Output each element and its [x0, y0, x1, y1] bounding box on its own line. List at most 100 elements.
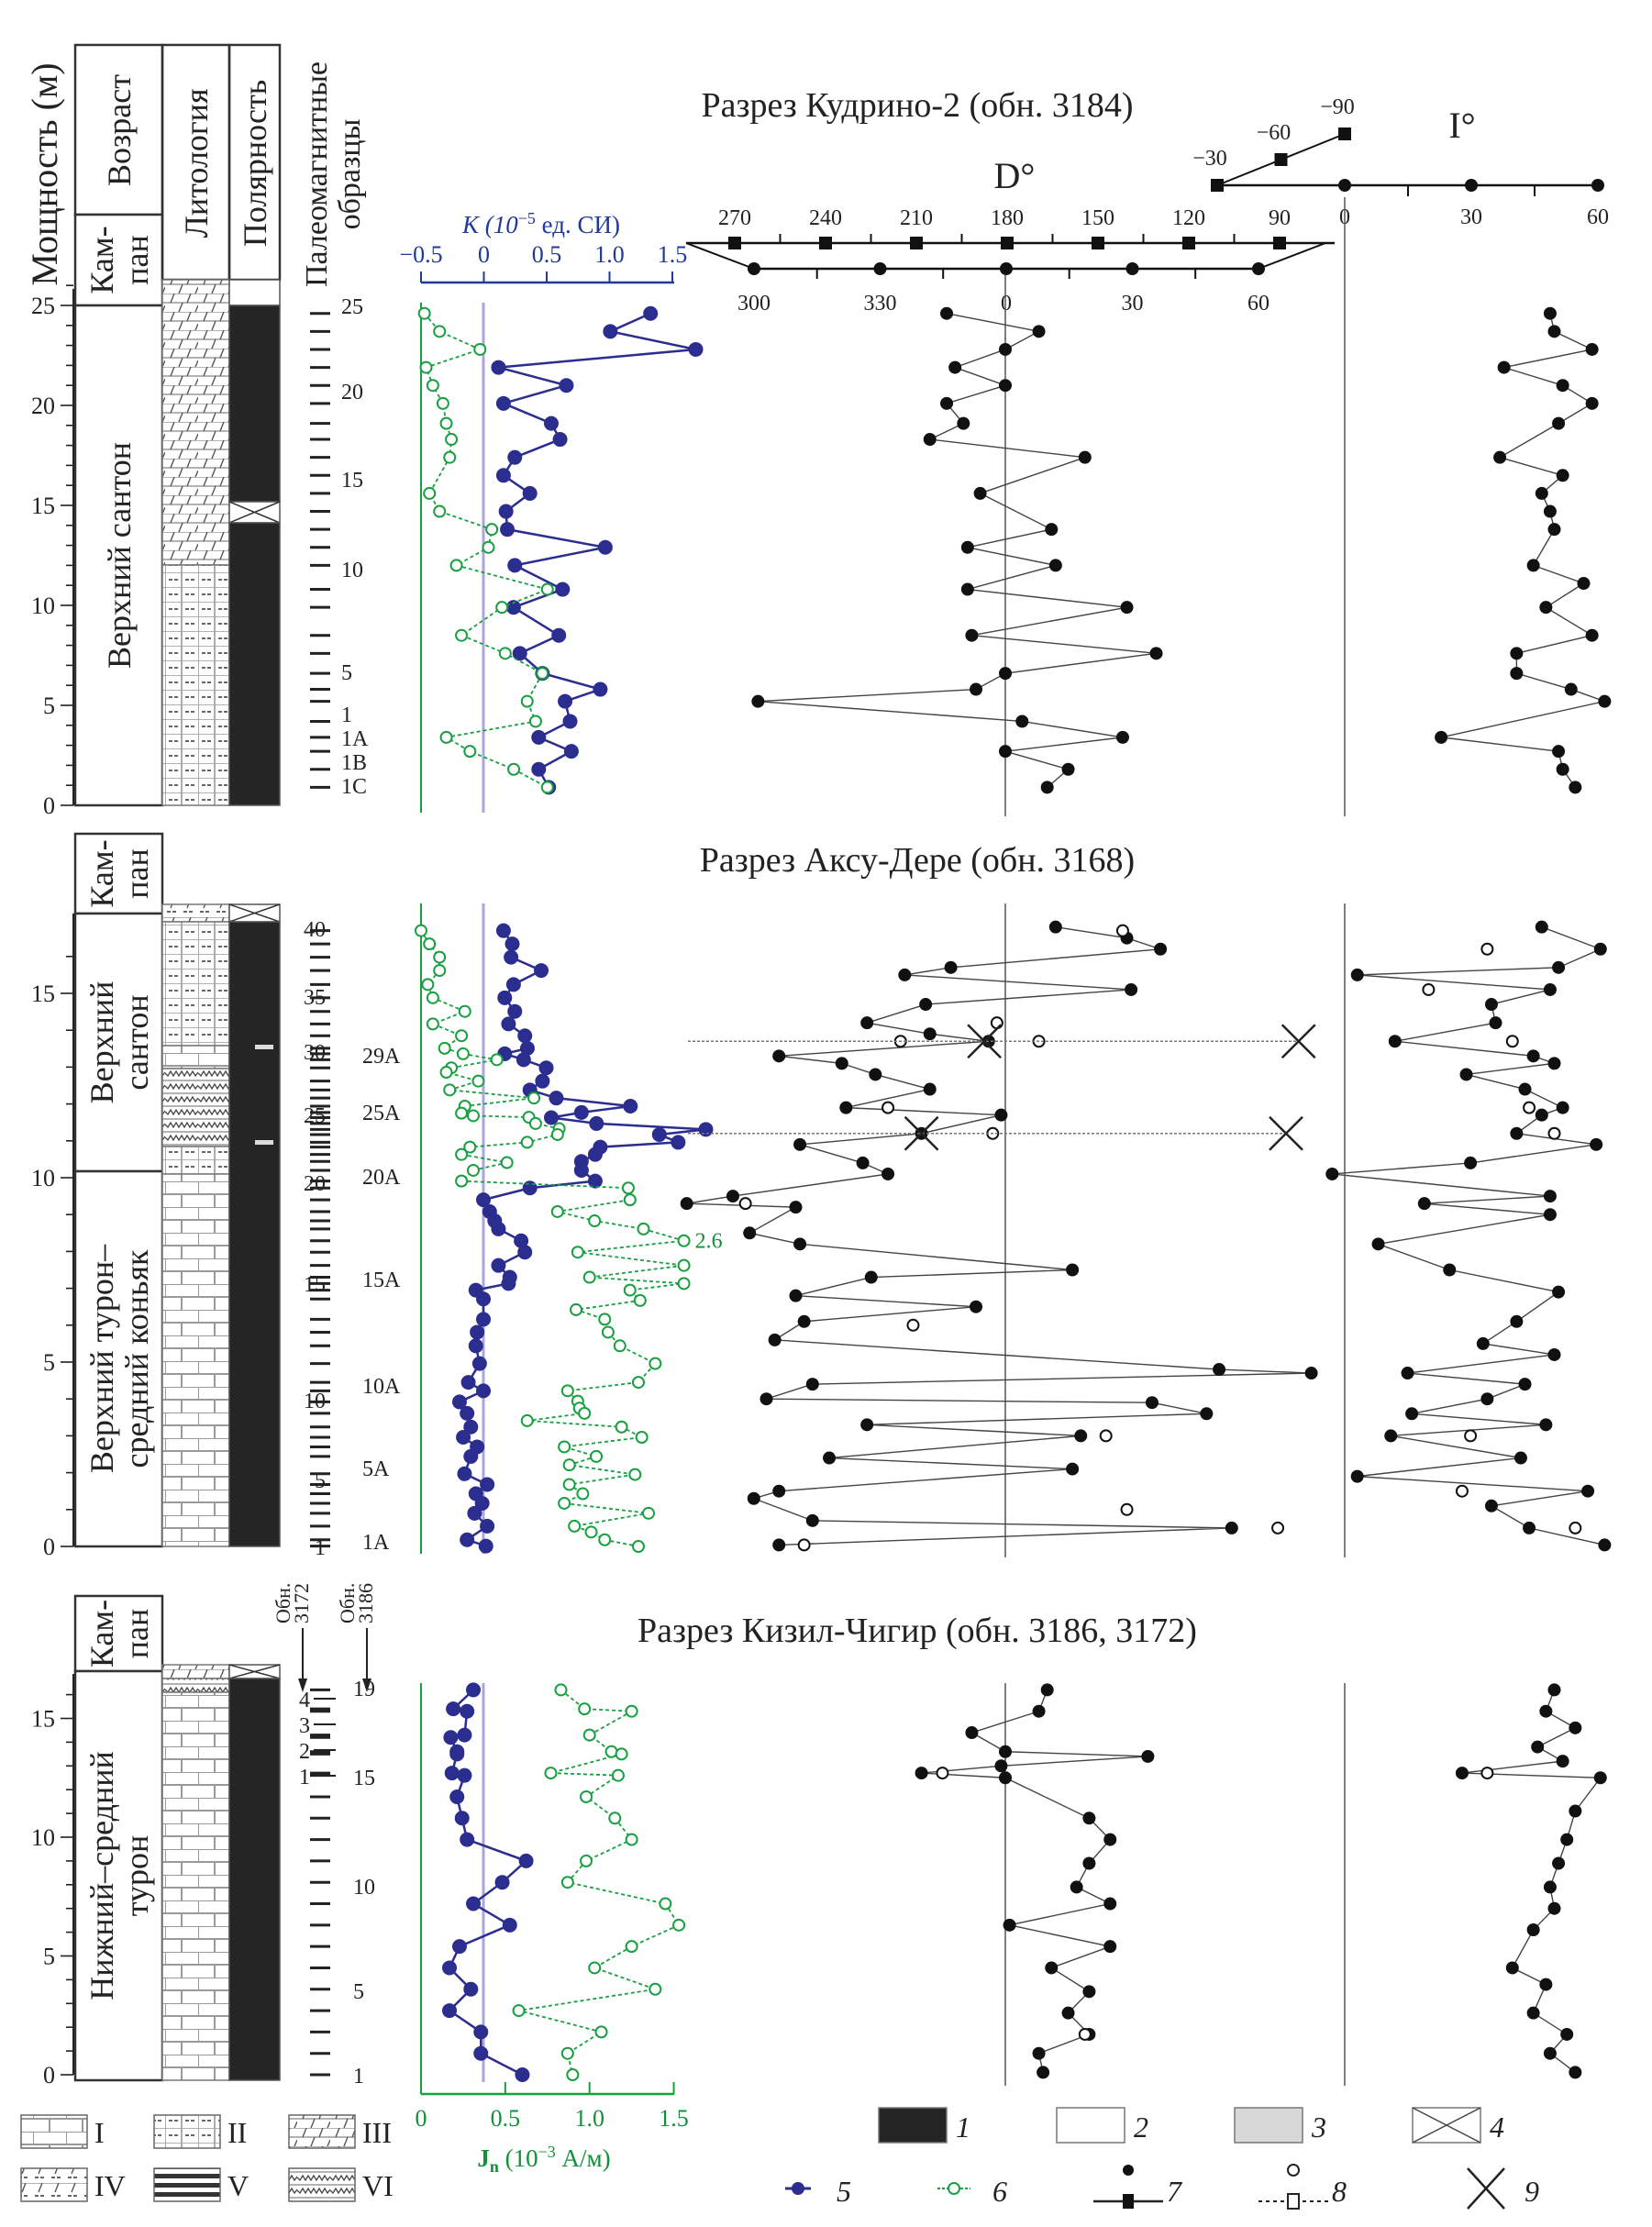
polarity-reversal-mark: [255, 1140, 273, 1145]
data-point-jn: [438, 1041, 451, 1055]
d-upper-tick-marker: [728, 237, 741, 249]
lithology-layer-II: [161, 921, 230, 1047]
data-point-i: [1417, 1197, 1431, 1211]
data-point-k: [444, 1766, 460, 1781]
i-neg-tick-label: −30: [1192, 147, 1227, 171]
data-point-i: [1510, 1314, 1524, 1328]
data-point-k: [603, 324, 618, 339]
data-point-k: [456, 1430, 471, 1446]
data-point-d: [1048, 559, 1062, 572]
data-point-i: [1523, 1521, 1536, 1535]
data-point-jn: [613, 1339, 626, 1353]
data-point-k: [463, 1419, 479, 1435]
i-tick-label: 60: [1587, 205, 1609, 229]
data-point-d: [1015, 715, 1029, 728]
data-point-d: [789, 1289, 803, 1302]
sample-label-3172: 1: [299, 1766, 310, 1789]
data-point-jn: [560, 1384, 574, 1398]
legend-polarity-swatch-1: [878, 2107, 948, 2144]
data-point-d: [898, 968, 912, 981]
age-box: [73, 1169, 164, 1548]
legend-lithology-swatch-VI: [288, 2167, 356, 2202]
data-point-k: [476, 1312, 491, 1327]
depth-tick-label: 10: [31, 593, 55, 619]
data-point-jn: [588, 1961, 602, 1975]
d-upper-tick-label: 180: [991, 206, 1024, 230]
data-point-d: [1078, 450, 1092, 464]
series-line-k: [458, 929, 706, 1547]
data-point-jn: [445, 433, 459, 447]
data-point-d: [1032, 325, 1046, 338]
data-point-k: [473, 2024, 489, 2040]
data-point-i: [1526, 2006, 1540, 2020]
data-point-d: [915, 1767, 928, 1780]
data-point-jn: [628, 1468, 642, 1481]
data-point-k: [476, 1291, 491, 1307]
data-point-k: [589, 1115, 604, 1131]
data-point-jn: [594, 2025, 608, 2039]
data-point-d: [970, 1300, 983, 1313]
data-point-k: [671, 1135, 686, 1150]
legend-i-marker: [1123, 2165, 1134, 2176]
data-point-k: [460, 1405, 475, 1421]
lithology-header: Литология: [178, 88, 215, 238]
data-point-jn: [443, 450, 457, 464]
data-point-k: [504, 949, 519, 965]
data-point-k: [476, 1192, 491, 1208]
no-data-cross: [228, 903, 281, 923]
data-point-jn: [584, 1525, 598, 1539]
data-point-jn: [540, 781, 554, 794]
data-point-jn: [677, 1258, 691, 1272]
data-point-i: [1552, 1285, 1566, 1299]
i-axis-title: I°: [1448, 105, 1475, 146]
data-point-d: [923, 1027, 937, 1041]
data-point-d: [1103, 1833, 1117, 1846]
data-point-iopen: [1547, 1126, 1561, 1140]
legend-polarity-swatch-2: [1056, 2107, 1125, 2144]
data-point-jn: [677, 1277, 691, 1291]
data-point-jn: [443, 1083, 457, 1097]
data-point-k: [491, 1221, 506, 1236]
data-point-d: [839, 1101, 853, 1114]
d-lower-tick-marker: [1252, 262, 1265, 275]
data-point-k: [463, 1448, 479, 1464]
data-point-jn: [598, 1313, 612, 1326]
data-point-d: [680, 1197, 693, 1211]
data-point-d: [1125, 982, 1138, 996]
data-point-d: [1082, 1812, 1096, 1825]
data-point-jn: [540, 582, 554, 596]
d-lower-tick-marker: [873, 262, 887, 275]
data-point-i: [1476, 1336, 1490, 1350]
data-point-k: [552, 432, 568, 448]
d-upper-tick-marker: [1092, 237, 1104, 249]
data-point-jn: [455, 1029, 469, 1043]
jn-tick-label: 0: [416, 2105, 427, 2132]
data-point-jn: [580, 1789, 593, 1803]
age-label: Верхний турон–: [83, 1244, 120, 1473]
excluded-sample-cross: [1281, 1024, 1316, 1059]
depth-tick-label: 10: [31, 1165, 55, 1191]
data-point-d: [768, 1333, 782, 1346]
data-point-k: [534, 963, 549, 979]
data-point-i: [1510, 1126, 1524, 1140]
lithology-layer-II: [161, 1146, 230, 1175]
data-point-k: [507, 449, 523, 465]
age-label: пан: [118, 235, 155, 285]
sample-label-a: 29A: [362, 1045, 401, 1069]
data-point-k: [460, 1532, 475, 1547]
age-label: средний коньяк: [118, 1249, 155, 1468]
data-point-jn: [463, 1140, 477, 1154]
data-point-i: [1547, 1057, 1561, 1070]
data-point-i: [1593, 942, 1607, 956]
data-point-d: [1066, 1462, 1080, 1476]
data-point-d: [835, 1057, 848, 1070]
data-point-jn: [604, 1745, 618, 1758]
outcrop-label: 3186: [354, 1583, 377, 1623]
data-point-k: [495, 468, 511, 483]
data-point-k: [551, 627, 567, 643]
data-point-d: [789, 1201, 803, 1214]
data-point-k: [573, 1162, 589, 1178]
data-point-dopen: [990, 1016, 1003, 1030]
samples-header-line1: Палеомагнитные: [300, 61, 334, 287]
